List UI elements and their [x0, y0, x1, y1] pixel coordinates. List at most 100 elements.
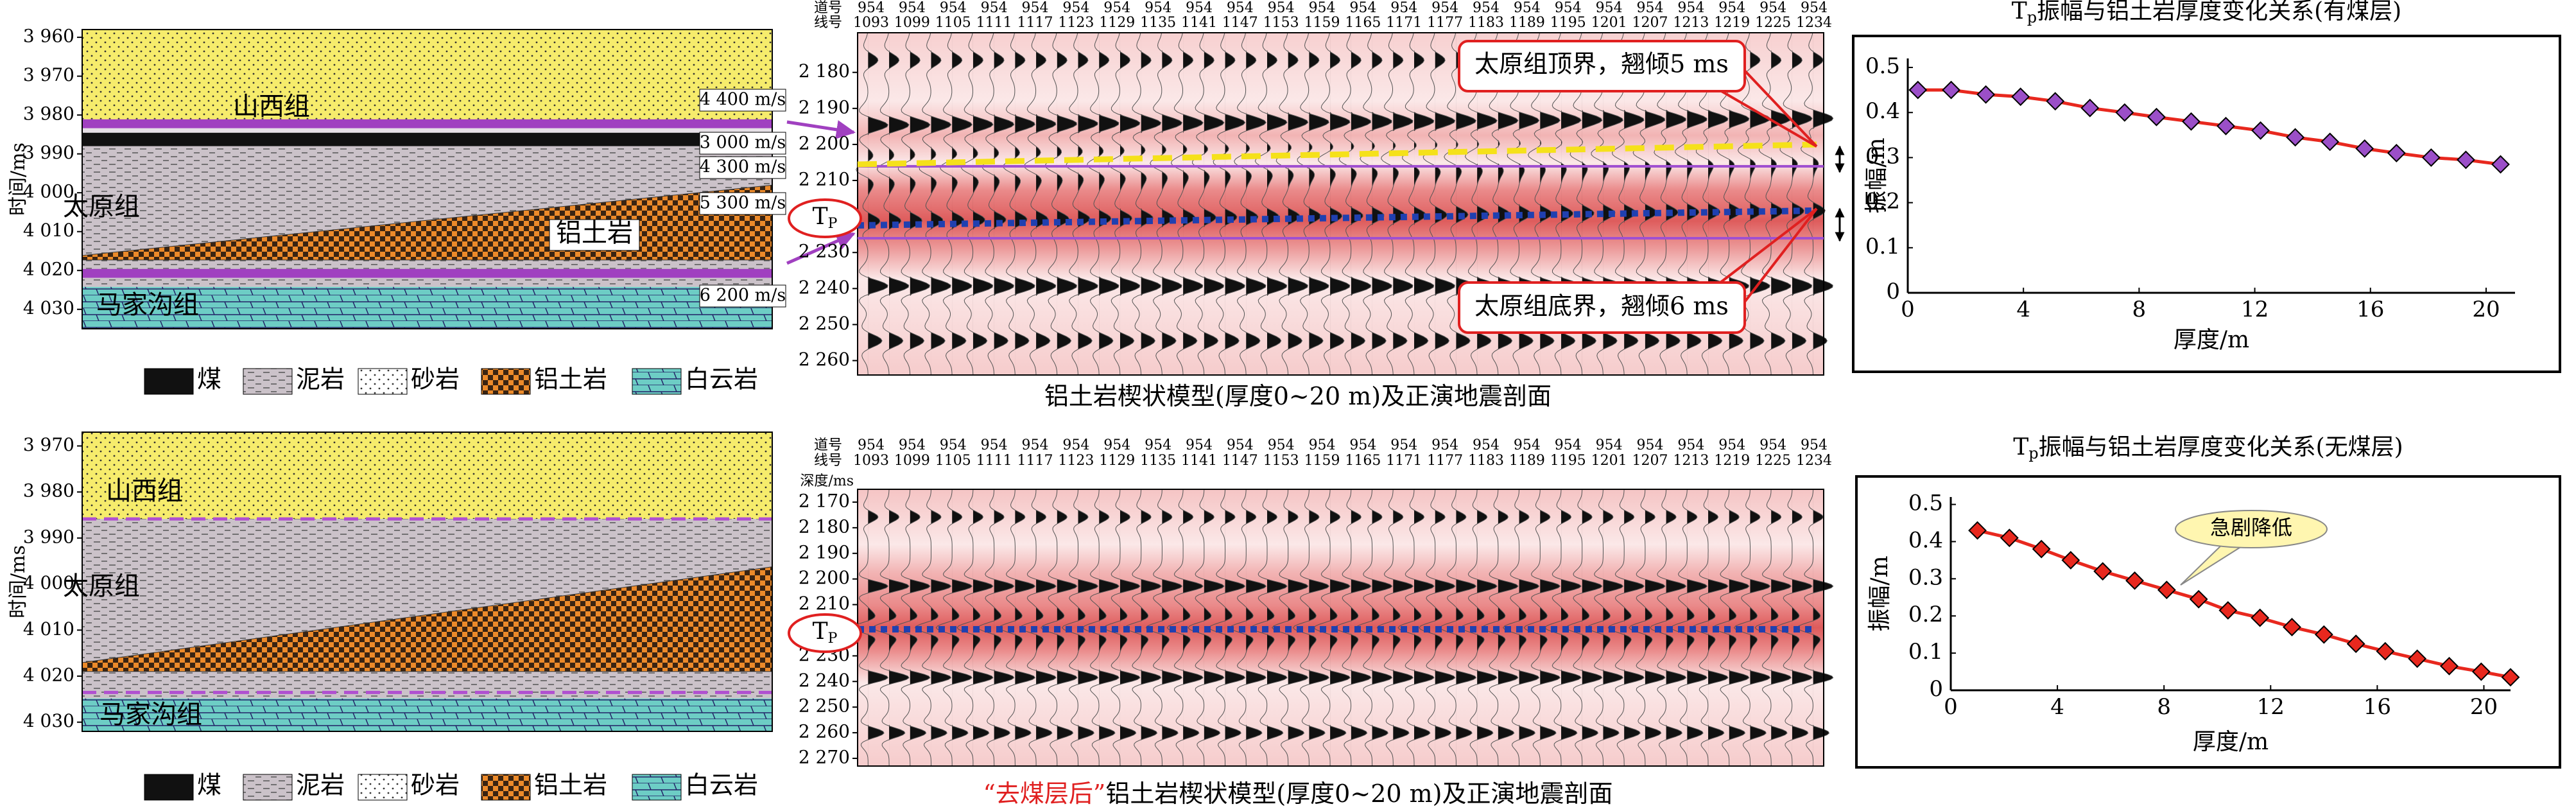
horizon-sub: P — [828, 631, 838, 647]
gap-layer — [82, 128, 772, 133]
y-tick-label: 3 970 — [23, 64, 74, 85]
wiggle-fill — [1813, 489, 1833, 766]
horizon-main: T — [813, 618, 828, 645]
sandstone-layer — [82, 30, 772, 119]
data-point — [2286, 128, 2305, 147]
data-point — [2355, 139, 2374, 158]
line-number: 1123 — [1058, 15, 1094, 31]
wiggle-trace — [1779, 32, 1813, 376]
trace-number: 954 — [1431, 437, 1458, 453]
line-number: 1207 — [1632, 15, 1668, 31]
data-point — [2471, 662, 2491, 681]
model-frame — [82, 29, 773, 329]
wiggle-fill — [1477, 489, 1498, 766]
trace-number: 954 — [1349, 437, 1376, 453]
x-tick-label: 12 — [2257, 694, 2285, 720]
data-point — [2218, 601, 2238, 620]
wiggle-fill — [1708, 489, 1729, 766]
y-tick-label: 3 960 — [23, 26, 74, 47]
wiggle-fill — [1687, 489, 1707, 766]
wiggle-fill — [1666, 489, 1686, 766]
header-label: 深度/ms — [800, 473, 854, 489]
wiggle-fill — [1288, 489, 1308, 766]
y-tick-label: 0 — [1886, 279, 1900, 304]
line-number: 1147 — [1222, 15, 1258, 31]
y-tick-label: 2 260 — [799, 721, 850, 742]
velocity-label: 4 400 m/s — [700, 90, 786, 110]
trace-number: 954 — [1718, 437, 1745, 453]
line-number: 1117 — [1017, 15, 1053, 31]
wiggle-trace — [1254, 32, 1288, 376]
line-number: 1153 — [1263, 453, 1299, 469]
section-frame — [857, 32, 1824, 376]
line-number: 1225 — [1755, 15, 1791, 31]
header-label: 线号 — [814, 15, 842, 31]
wiggle-trace — [1145, 489, 1183, 766]
wiggle-fill — [1183, 489, 1204, 766]
y-tick-label: 0.5 — [1908, 491, 1943, 516]
y-tick-label: 0.1 — [1865, 234, 1900, 259]
trace-number: 954 — [1309, 437, 1336, 453]
wiggle-fill — [1519, 489, 1539, 766]
line-number: 1111 — [976, 453, 1012, 469]
wiggle-trace — [1087, 32, 1119, 376]
wiggle-fill — [1204, 489, 1224, 766]
wiggle-fill — [1099, 489, 1119, 766]
y-tick-label: 3 970 — [23, 434, 74, 455]
wiggle-trace — [981, 32, 1015, 376]
line-number: 1195 — [1550, 15, 1586, 31]
line-number: 1189 — [1509, 453, 1545, 469]
y-axis-label: 振幅/m — [1863, 137, 1890, 213]
wiggle-trace — [1191, 32, 1225, 376]
y-tick-label: 2 250 — [799, 695, 850, 717]
wiggle-trace — [1292, 489, 1330, 766]
x-tick-label: 12 — [2241, 297, 2269, 322]
data-point — [2501, 668, 2520, 687]
line-number: 1159 — [1304, 15, 1340, 31]
horizon-sub: P — [828, 216, 838, 232]
trace-number: 954 — [1390, 437, 1417, 453]
data-point — [2115, 103, 2134, 122]
wiggle-trace — [876, 32, 910, 376]
line-number: 1201 — [1591, 453, 1627, 469]
wiggle-trace — [1275, 32, 1309, 376]
data-point — [2147, 107, 2166, 126]
sandstone-layer — [82, 432, 772, 519]
velocity-box — [699, 284, 786, 308]
callout-text: 太原组底界，翘倾6 ms — [1474, 292, 1729, 320]
line-number: 1165 — [1345, 15, 1381, 31]
line-number: 1165 — [1345, 453, 1381, 469]
wiggle-fill — [972, 489, 993, 766]
y-tick-label: 3 990 — [23, 142, 74, 163]
wiggle-trace — [1444, 32, 1477, 376]
wiggle-trace — [1503, 489, 1540, 766]
y-tick-label: 0.2 — [1908, 602, 1943, 627]
y-tick-label: 4 000 — [23, 181, 74, 202]
trace-number: 954 — [1677, 0, 1704, 16]
x-tick-label: 20 — [2472, 297, 2500, 322]
data-point — [2491, 155, 2510, 174]
legend-swatch — [481, 368, 531, 395]
y-tick-label: 2 230 — [799, 241, 850, 262]
wiggle-fill — [1036, 489, 1057, 766]
wiggle-trace — [1003, 32, 1035, 376]
wiggle-fill — [889, 489, 910, 766]
y-tick-label: 4 010 — [23, 220, 74, 241]
wiggle-trace — [897, 32, 931, 376]
title-part: p — [2027, 8, 2037, 26]
annotation-text: 急剧降低 — [2210, 516, 2292, 540]
legend-label: 砂岩 — [411, 771, 460, 799]
chart-title: Tp振幅与铝土岩厚度变化关系(无煤层) — [2013, 434, 2403, 462]
data-point — [2408, 649, 2427, 668]
trace-number: 954 — [1349, 0, 1376, 16]
wiggle-trace — [960, 32, 994, 376]
line-number: 1105 — [935, 453, 971, 469]
velocity-box — [699, 132, 786, 155]
wiggle-fill — [1057, 489, 1077, 766]
x-tick-label: 20 — [2470, 694, 2498, 720]
wiggle-trace — [1381, 32, 1413, 376]
trace-number: 954 — [1062, 437, 1089, 453]
wiggle-trace — [1650, 489, 1687, 766]
trace-number: 954 — [1596, 437, 1623, 453]
trace-number: 954 — [1677, 437, 1704, 453]
